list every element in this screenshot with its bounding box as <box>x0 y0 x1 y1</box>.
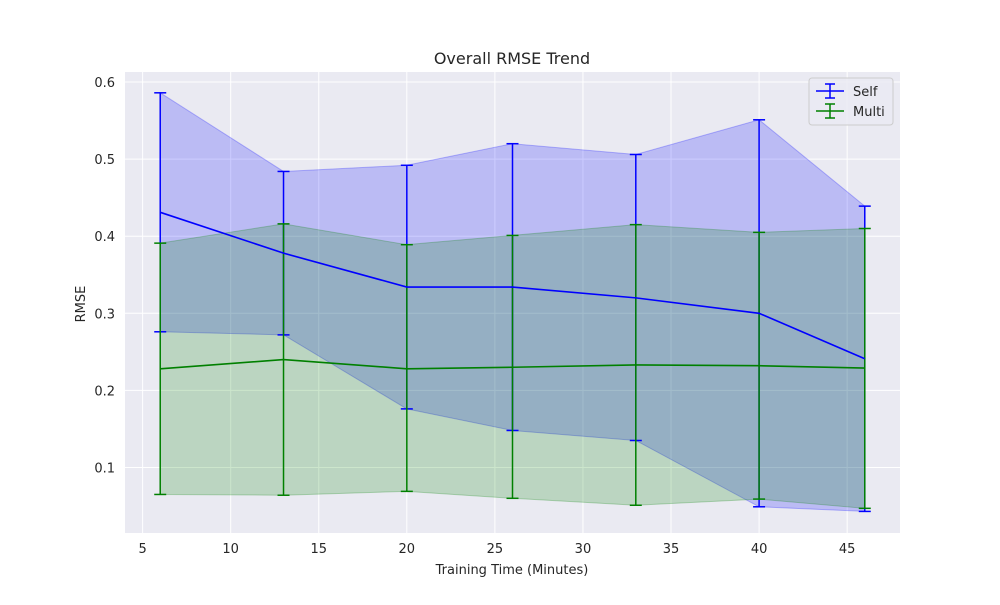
x-tick-label: 5 <box>138 542 146 557</box>
y-tick-label: 0.1 <box>94 461 115 476</box>
x-tick-label: 35 <box>663 542 680 557</box>
multi-legend-label: Multi <box>853 105 885 120</box>
x-tick-label: 25 <box>487 542 504 557</box>
self-mean-line <box>159 211 866 360</box>
chart-title: Overall RMSE Trend <box>434 49 590 68</box>
x-tick-labels: 5 10 15 20 25 30 35 40 45 <box>138 542 855 557</box>
x-axis-label: Training Time (Minutes) <box>435 563 589 578</box>
x-tick-label: 30 <box>575 542 592 557</box>
y-tick-label: 0.6 <box>94 76 115 91</box>
y-tick-label: 0.2 <box>94 384 115 399</box>
x-tick-label: 20 <box>399 542 416 557</box>
self-legend-label: Self <box>853 85 878 100</box>
x-tick-label: 45 <box>839 542 856 557</box>
x-tick-label: 40 <box>751 542 768 557</box>
y-axis-label: RMSE <box>74 286 89 323</box>
series-lines <box>159 211 866 370</box>
y-tick-label: 0.4 <box>94 230 115 245</box>
legend: Self Multi <box>808 77 894 126</box>
multi-mean-line <box>160 358 865 370</box>
y-tick-label: 0.3 <box>94 307 115 322</box>
x-tick-label: 15 <box>310 542 327 557</box>
y-tick-labels: 0.1 0.2 0.3 0.4 0.5 0.6 <box>94 76 115 476</box>
x-tick-label: 10 <box>222 542 239 557</box>
y-tick-label: 0.5 <box>94 153 115 168</box>
